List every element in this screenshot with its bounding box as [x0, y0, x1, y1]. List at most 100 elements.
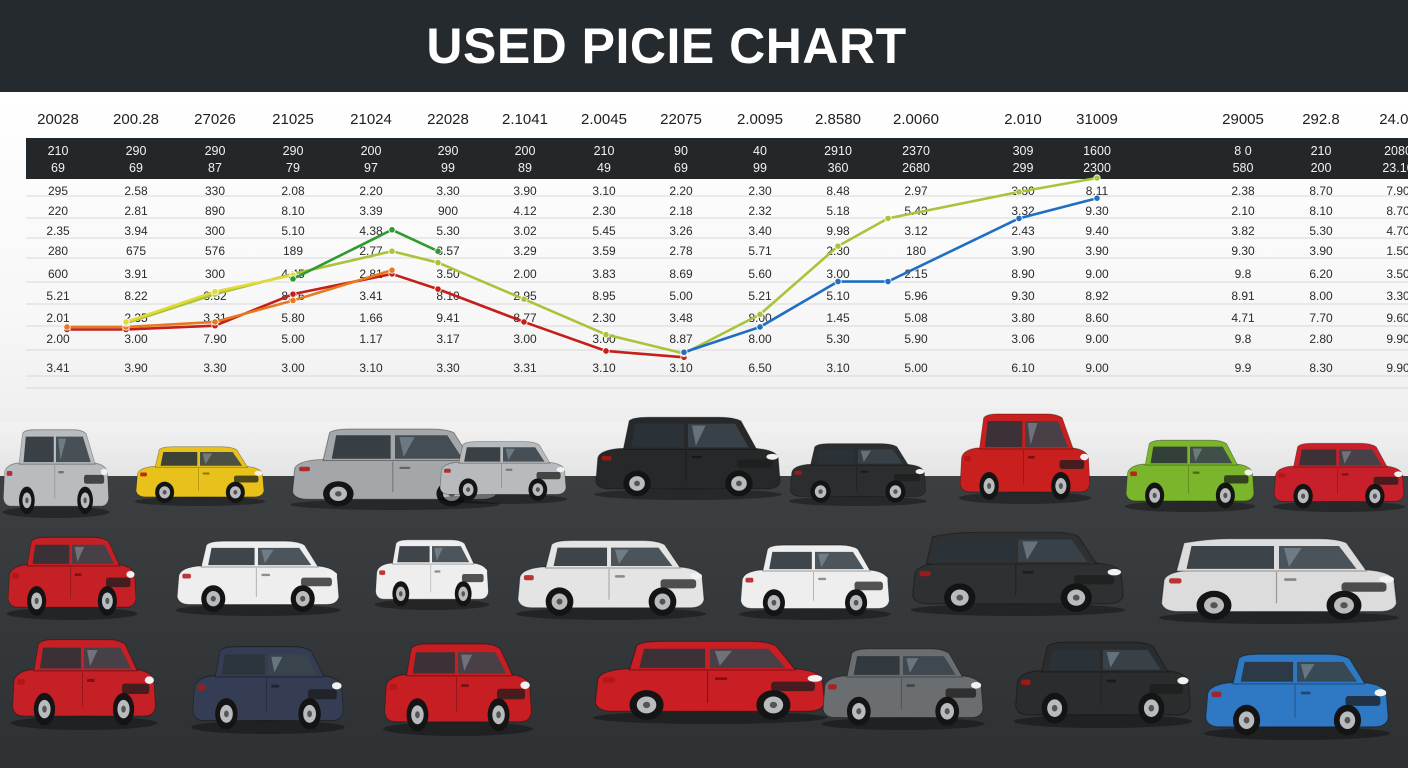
table-cell: 5.21 — [748, 289, 772, 303]
table-cell: 2.38 — [1231, 184, 1255, 198]
table-cell: 8.22 — [124, 289, 148, 303]
title-bar: USED PICIE CHART — [0, 0, 1408, 92]
x-header-label: 21025 — [272, 111, 314, 128]
table-cell: 3.48 — [669, 311, 693, 325]
table-cell: 220 — [48, 204, 68, 218]
table-cell: 3.00 — [124, 332, 148, 346]
series-line — [683, 196, 1098, 354]
table-cell: 3.94 — [124, 224, 148, 238]
car-image-sedan — [383, 643, 533, 736]
series-point — [388, 266, 396, 274]
x-header-label: 200.28 — [113, 111, 159, 128]
table-cell: 3.30 — [203, 361, 227, 375]
car-image-sedan — [191, 646, 345, 734]
table-cell: 3.06 — [1011, 332, 1035, 346]
header-cell: 210 — [594, 144, 615, 158]
table-cell: 2.81 — [124, 204, 148, 218]
table-cell: 4.71 — [1231, 311, 1255, 325]
table-cell: 8.87 — [669, 332, 693, 346]
table-cell: 5.90 — [904, 332, 928, 346]
table-cell: 9.8 — [1235, 332, 1252, 346]
header-cell: 99 — [753, 161, 767, 175]
table-cell: 5.10 — [281, 224, 305, 238]
table-cell: 3.29 — [513, 244, 537, 258]
table-cell: 9.60 — [1386, 311, 1408, 325]
series-point — [1093, 194, 1101, 202]
header-cell: 200 — [361, 144, 382, 158]
table-cell: 3.00 — [826, 267, 850, 281]
series-point — [520, 318, 528, 326]
table-cell: 8.90 — [1011, 267, 1035, 281]
table-cell: 2.08 — [281, 184, 305, 198]
table-cell: 3.57 — [436, 244, 460, 258]
x-header-label: 22075 — [660, 111, 702, 128]
table-cell: 189 — [283, 244, 303, 258]
table-cell: 6.10 — [1011, 361, 1035, 375]
x-header-label: 27026 — [194, 111, 236, 128]
car-image-hatch — [134, 446, 266, 506]
table-cell: 3.02 — [513, 224, 537, 238]
table-cell: 9.30 — [1011, 289, 1035, 303]
table-cell: 5.21 — [46, 289, 70, 303]
table-cell: 5.00 — [281, 332, 305, 346]
table-cell: 5.96 — [904, 289, 928, 303]
series-point — [122, 318, 130, 326]
table-cell: 5.60 — [748, 267, 772, 281]
table-cell: 180 — [906, 244, 926, 258]
table-cell: 2.10 — [1231, 204, 1255, 218]
table-cell: 5.08 — [904, 311, 928, 325]
table-cell: 3.90 — [1011, 244, 1035, 258]
table-cell: 3.00 — [513, 332, 537, 346]
table-cell: 9.00 — [1085, 332, 1109, 346]
header-cell: 8 0 — [1234, 144, 1251, 158]
table-cell: 3.12 — [904, 224, 928, 238]
header-cell: 23.10 — [1382, 161, 1408, 175]
table-cell: 9.8 — [1235, 267, 1252, 281]
table-cell: 300 — [205, 224, 225, 238]
car-image-wagon — [1159, 538, 1399, 624]
header-cell: 299 — [1013, 161, 1034, 175]
table-cell: 6.50 — [748, 361, 772, 375]
car-image-sedan — [374, 539, 490, 610]
table-cell: 3.30 — [1386, 289, 1408, 303]
table-cell: 3.82 — [1231, 224, 1255, 238]
table-cell: 1.50 — [1386, 244, 1408, 258]
table-cell: 8.95 — [592, 289, 616, 303]
header-cell: 99 — [441, 161, 455, 175]
table-cell: 5.18 — [826, 204, 850, 218]
table-cell: 8.11 — [1086, 184, 1109, 198]
table-cell: 3.17 — [436, 332, 460, 346]
table-cell: 3.00 — [281, 361, 305, 375]
table-cell: 5.80 — [281, 311, 305, 325]
table-cell: 8.30 — [1309, 361, 1333, 375]
series-point — [211, 288, 219, 296]
table-cell: 3.10 — [669, 361, 693, 375]
series-point — [388, 226, 396, 234]
table-cell: 5.45 — [592, 224, 616, 238]
table-cell: 9.30 — [1085, 204, 1109, 218]
table-cell: 3.91 — [124, 267, 148, 281]
header-cell: 290 — [126, 144, 147, 158]
x-header-label: 24.05 — [1379, 111, 1408, 128]
table-cell: 3.10 — [592, 184, 616, 198]
table-cell: 3.90 — [1309, 244, 1333, 258]
series-point — [1015, 214, 1023, 222]
table-cell: 3.80 — [1011, 311, 1035, 325]
table-cell: 8.60 — [1085, 311, 1109, 325]
x-header-label: 2.0095 — [737, 111, 783, 128]
header-cell: 309 — [1013, 144, 1034, 158]
table-cell: 9.41 — [436, 311, 460, 325]
table-cell: 9.40 — [1085, 224, 1109, 238]
header-cell: 210 — [1311, 144, 1332, 158]
table-cell: 5.71 — [748, 244, 772, 258]
header-cell: 2910 — [824, 144, 852, 158]
table-cell: 8.48 — [826, 184, 850, 198]
header-cell: 40 — [753, 144, 767, 158]
table-cell: 3.41 — [359, 289, 383, 303]
table-cell: 9.9 — [1235, 361, 1252, 375]
table-cell: 3.90 — [513, 184, 537, 198]
table-cell: 8.00 — [748, 332, 772, 346]
series-point — [211, 318, 219, 326]
price-lines — [63, 174, 1101, 361]
